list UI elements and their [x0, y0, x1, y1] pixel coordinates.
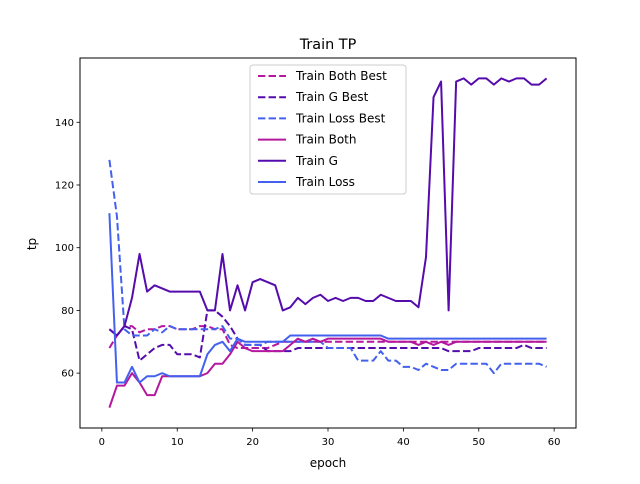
series-line-train-g	[108, 77, 548, 337]
x-tick-label: 60	[548, 437, 561, 448]
y-tick-label: 100	[55, 243, 74, 254]
x-axis-label: epoch	[310, 456, 347, 470]
chart-title: Train TP	[299, 37, 357, 53]
plot-area	[108, 77, 548, 408]
legend-label: Train G	[295, 154, 338, 168]
legend-label: Train Loss	[295, 175, 355, 189]
legend-box	[249, 64, 407, 195]
y-tick-label: 80	[61, 306, 74, 317]
legend-label: Train Both Best	[295, 69, 387, 83]
y-tick-label: 120	[55, 180, 74, 191]
x-tick-label: 30	[322, 437, 335, 448]
x-tick-label: 50	[472, 437, 485, 448]
x-tick-label: 10	[171, 437, 184, 448]
legend-label: Train Loss Best	[295, 111, 386, 125]
y-axis-label: tp	[25, 238, 39, 250]
y-tick-label: 60	[61, 369, 74, 380]
x-tick-label: 40	[397, 437, 410, 448]
y-tick-label: 140	[55, 118, 74, 129]
legend-label: Train Both	[295, 133, 357, 147]
axis-ticks: 0 10 20 30 40 50 60 60 80 100 120 140	[55, 118, 561, 448]
series-line-train-loss-best	[108, 159, 547, 375]
legend-label: Train G Best	[295, 90, 369, 104]
legend: Train Both Best Train G Best Train Loss Be…	[249, 64, 407, 195]
series-line-train-loss	[108, 213, 547, 384]
x-tick-label: 20	[246, 437, 259, 448]
x-tick-label: 0	[99, 437, 105, 448]
plot-frame	[79, 57, 577, 429]
